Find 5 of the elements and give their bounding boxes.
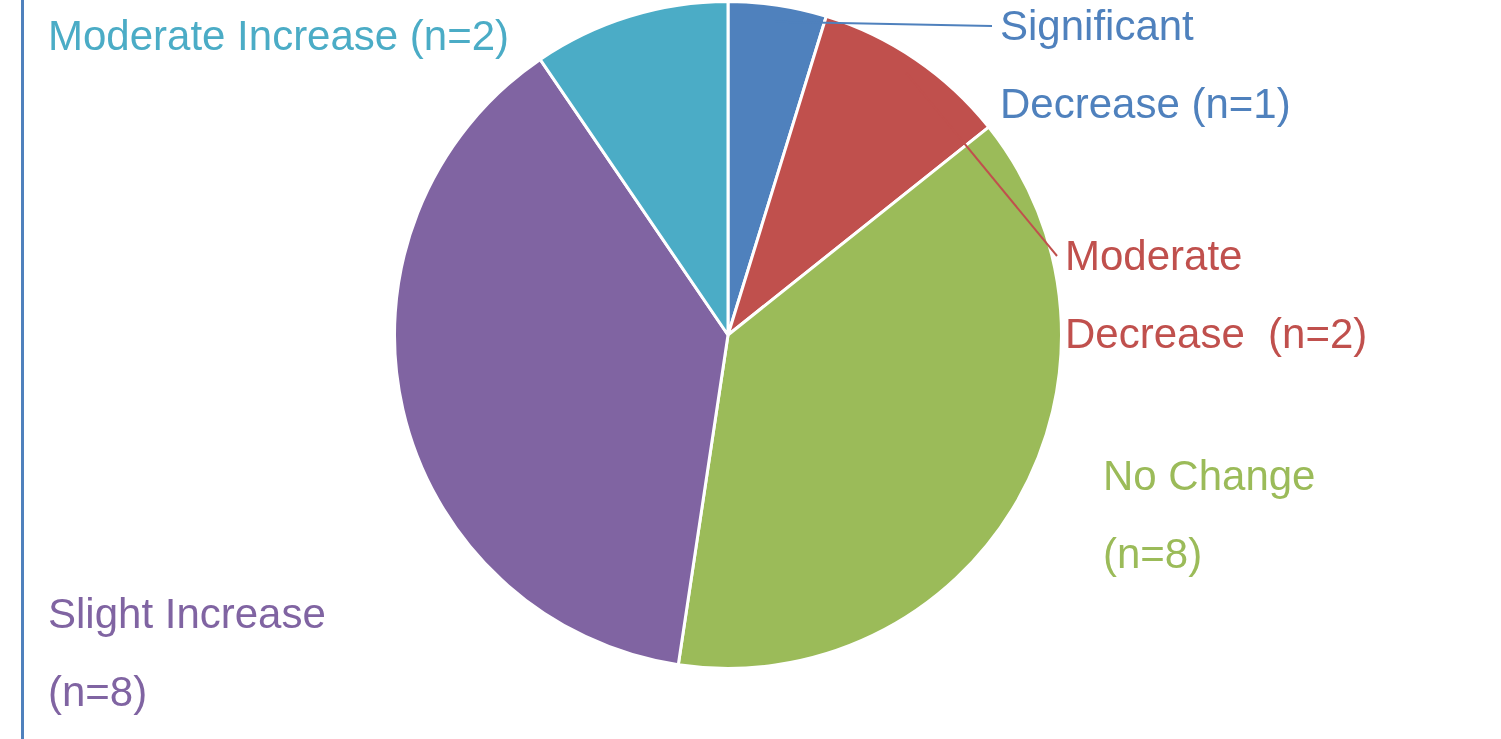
slice-label: Slight Increase (n=8) [48,590,326,715]
slice-label: Significant Decrease (n=1) [1000,2,1291,127]
slice-label: Moderate Decrease (n=2) [1065,232,1368,357]
slice-label: No Change (n=8) [1103,452,1316,577]
slice-label: Moderate Increase (n=2) [48,12,510,59]
